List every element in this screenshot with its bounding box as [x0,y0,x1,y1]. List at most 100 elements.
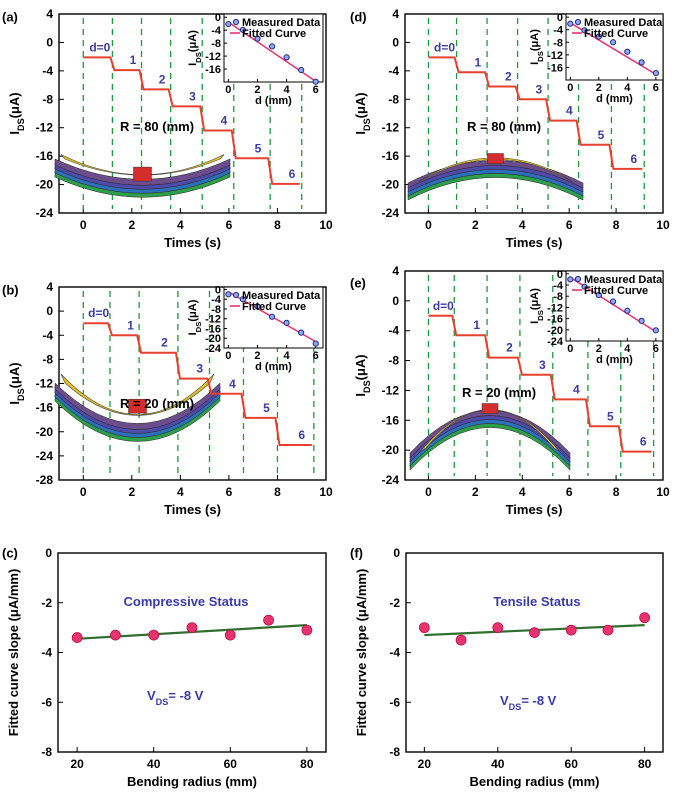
x-tick-label: 6 [566,485,573,499]
inset-y-tick-label: -12 [547,302,563,314]
device-channel [133,166,152,182]
y-tick-label: -8 [389,745,400,759]
step-label: 5 [607,409,614,423]
inset-data-point [624,48,631,55]
step-label: d=0 [433,299,454,313]
inset-data-point [638,317,645,324]
device-channel [487,153,504,164]
step-label: 6 [289,167,296,181]
inset-y-axis-label: IDS(μA) [187,30,203,66]
legend-marker-measured [232,18,240,26]
inset-y-tick-label: 0 [215,12,221,24]
y-tick-label: -8 [388,92,399,106]
plot-frame [405,552,664,753]
y-axis-label-rest: (μA) [353,92,368,118]
inset-y-tick-label: -16 [547,314,563,326]
bending-radius-annotation: R = 80 (mm) [120,119,194,134]
device-top-surface [417,157,574,183]
y-tick-label: 0 [46,35,53,49]
compressive-device-illustration [54,373,221,442]
inset-y-axis-label-rest: (μA) [529,29,541,51]
legend-fitted-curve: Fitted Curve [242,28,306,40]
x-tick-label: 8 [274,218,281,232]
x-tick-label: 2 [128,218,135,232]
panel-label: (b) [2,283,19,298]
step-label: 5 [263,401,270,415]
inset-data-point [595,33,602,40]
y-tick-label: -16 [36,149,54,163]
x-tick-label: 2 [472,485,479,499]
y-tick-label: -8 [41,745,52,759]
x-tick-label: 4 [519,485,526,499]
inset-data-point [239,26,247,33]
step-label: d=0 [434,40,455,54]
y-tick-label: 0 [393,546,400,560]
compressive-device-illustration [54,154,231,198]
panel-e: (e)0 2 4 6 8 1040-4-8-12-16-20-24IDS(μA)Times… [350,264,670,517]
y-tick-label: -12 [382,383,400,397]
device-layer [54,382,221,430]
inset-data-point [652,327,659,334]
y-tick-label: -24 [382,206,400,220]
x-tick-label: 4 [177,485,184,499]
inset-y-tick-label: -24 [205,343,222,355]
step-label: 1 [127,318,134,332]
y-axis-label-sub: DS [16,118,26,131]
slope-data-point [565,624,577,636]
step-label: 6 [298,428,305,442]
inset-y-tick-label: 0 [557,269,563,281]
x-axis-label: Times (s) [164,235,221,250]
device-top-surface [60,373,215,416]
vds-annotation: VDS= -8 V [500,693,557,712]
inset-plot-frame [565,270,664,342]
vds-annotation-main: V [147,688,156,703]
inset-data-point [609,298,617,305]
bending-radius-annotation: R = 80 (mm) [467,119,541,134]
legend-fitted-curve: Fitted Curve [584,285,648,297]
y-tick-label: 0 [45,546,52,560]
slope-data-point [639,612,651,624]
current-step-curve [83,56,300,185]
panel-f: (f) 20 40 60 80 0 -2 -4 -6 -8 Fitted curve slope (… [350,546,664,789]
y-tick-label: -4 [41,646,52,660]
y-tick-label: -20 [382,443,400,457]
step-label: 4 [221,114,228,128]
y-tick-label: -16 [36,401,54,415]
inset-x-tick-label: 0 [225,84,231,96]
inset-x-axis-label: d (mm) [255,361,292,373]
panel-label: (f) [350,546,363,561]
inset-x-tick-label: 0 [225,350,231,362]
inset-x-tick-label: 4 [284,350,291,362]
y-tick-label: 4 [46,280,53,294]
x-tick-label: 4 [519,218,526,232]
vds-annotation: VDS= -8 V [147,688,204,707]
y-tick-label: -6 [41,695,52,709]
slope-data-point [110,629,121,641]
inset-data-point [581,27,588,34]
legend-measured-data: Measured Data [584,274,663,286]
step-label: 4 [229,377,236,391]
y-tick-label: -4 [42,64,53,78]
slope-data-point [148,629,160,641]
tensile-device-illustration [407,153,584,201]
strain-status-label: Compressive Status [124,594,249,609]
inset-y-axis-label-main: I [529,321,541,324]
inset-data-point [638,59,645,66]
plot-frame [404,13,664,214]
y-tick-label: -2 [41,596,52,610]
vds-annotation-sub: DS [509,702,522,712]
y-tick-label: -24 [382,473,400,487]
legend-marker-measured [574,275,582,283]
x-axis-label: Times (s) [164,502,221,517]
inset-x-tick-label: 6 [313,84,319,96]
y-tick-label: 0 [46,304,53,318]
device-top-surface [60,154,225,176]
x-tick-label: 2 [472,218,479,232]
inset-y-axis-label: IDS(μA) [529,29,545,65]
inset-x-tick-label: 4 [624,343,631,355]
panel-b: (b)0 2 4 6 8 1040-4-8-12-16-20-24-28IDS(μA)Ti… [2,280,333,517]
y-tick-label: -20 [36,425,54,439]
inset-data-point [624,307,631,314]
